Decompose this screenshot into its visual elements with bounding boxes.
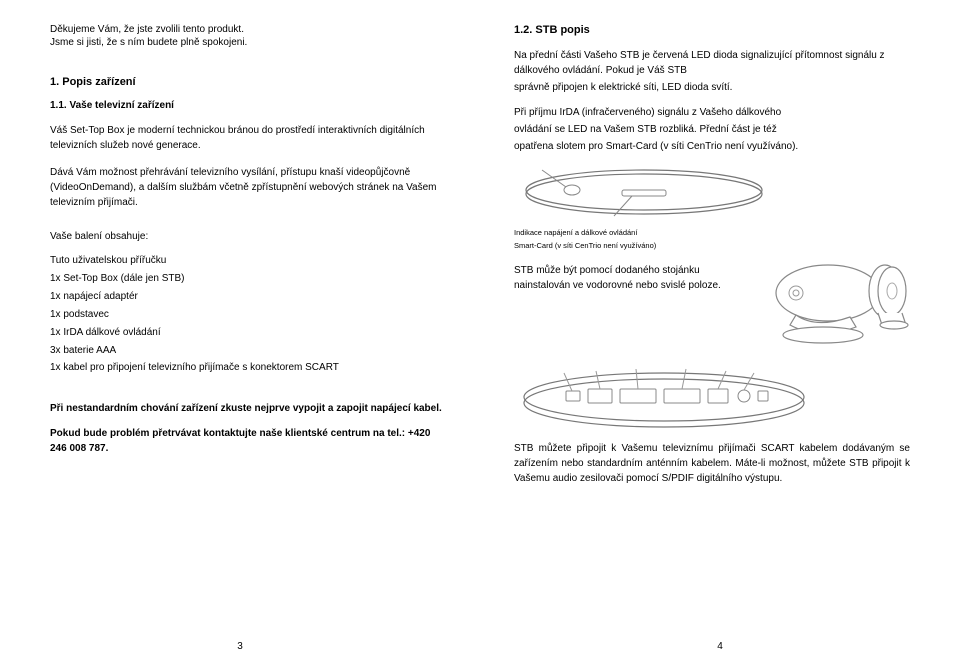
stb-front-illustration [514,164,774,222]
page-number: 3 [0,641,480,652]
section-1-2-heading: 1.2. STB popis [514,24,910,36]
stb-led-p4: ovládání se LED na Vašem STB rozbliká. P… [514,122,910,137]
package-intro: Vaše balení obsahuje: [50,228,446,246]
stb-rear-illustration [514,365,814,435]
thanks-line-2: Jsme si jisti, že s ním budete plně spok… [50,37,446,48]
page-number: 4 [480,641,960,652]
package-item: 1x kabel pro připojení televizního přijí… [50,360,446,375]
thanks-line-1: Děkujeme Vám, že jste zvolili tento prod… [50,24,446,35]
stb-stand-illustration [760,263,910,351]
stb-led-p3: Při příjmu IrDA (infračerveného) signálu… [514,105,910,120]
page-right: 1.2. STB popis Na přední části Vašeho ST… [480,0,960,666]
package-item: Tuto uživatelskou přířučku [50,252,446,270]
package-item: 1x Set-Top Box (dále jen STB) [50,270,446,288]
package-item: 3x baterie AAA [50,342,446,360]
para-stb-intro: Váš Set-Top Box je moderní technickou br… [50,123,446,153]
page-left: Děkujeme Vám, že jste zvolili tento prod… [0,0,480,666]
section-1-heading: 1. Popis zařízení [50,76,446,88]
stb-led-p5: opatřena slotem pro Smart-Card (v síti C… [514,139,910,154]
caption-led: Indikace napájení a dálkové ovládání [514,228,910,239]
package-item: 1x IrDA dálkové ovládání [50,324,446,342]
rear-text: STB můžete připojit k Vašemu televiznímu… [514,441,910,486]
warn-restart: Při nestandardním chování zařízení zkust… [50,401,446,416]
stb-led-p1: Na přední části Vašeho STB je červená LE… [514,48,910,78]
stand-text: STB může být pomocí dodaného stojánku na… [514,263,752,293]
stand-row: STB může být pomocí dodaného stojánku na… [514,263,910,351]
package-item: 1x napájecí adaptér [50,288,446,306]
section-1-1-heading: 1.1. Vaše televizní zařízení [50,100,446,111]
warn-support: Pokud bude problém přetrvávat kontaktujt… [50,426,446,456]
package-contents: Vaše balení obsahuje: Tuto uživatelskou … [50,228,446,375]
package-item: 1x podstavec [50,306,446,324]
troubleshoot-block: Při nestandardním chování zařízení zkust… [50,401,446,456]
stb-led-p2: správně připojen k elektrické síti, LED … [514,80,910,95]
caption-smartcard: Smart-Card (v síti CenTrio není využíván… [514,241,910,252]
para-stb-features: Dává Vám možnost přehrávání televizního … [50,165,446,210]
